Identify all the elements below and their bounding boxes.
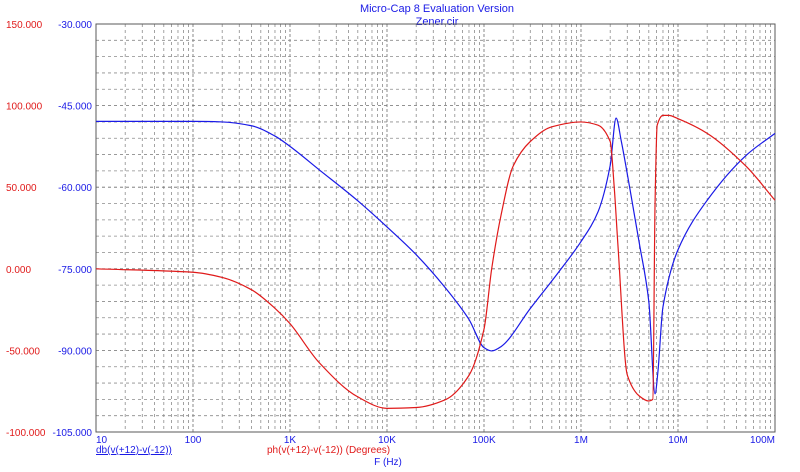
x-axis-labels: 10 100 1K 10K 100K 1M 10M 100M	[96, 435, 775, 446]
x-tick-label: 1M	[574, 435, 588, 446]
x-tick-label: 10M	[668, 435, 687, 446]
legend-magnitude: db(v(+12)-v(-12))	[96, 445, 172, 456]
chart-subtitle: Zener.cir	[416, 16, 459, 28]
left-tick-label: -100.000	[6, 428, 46, 439]
left-tick-label: 0.000	[6, 265, 31, 276]
series-line-magnitude	[95, 117, 776, 395]
x-tick-label: 100	[185, 435, 202, 446]
x-tick-label: 100K	[472, 435, 496, 446]
right-tick-label: -60.000	[58, 183, 92, 194]
x-axis-title: F (Hz)	[374, 457, 402, 468]
x-tick-label: 10K	[378, 435, 396, 446]
plot-frame	[95, 23, 776, 433]
x-tick-label: 100M	[750, 435, 775, 446]
right-tick-label: -90.000	[58, 346, 92, 357]
chart-title: Micro-Cap 8 Evaluation Version	[360, 3, 514, 15]
right-tick-label: -105.000	[53, 428, 93, 439]
grid-layer	[95, 23, 776, 433]
right-tick-label: -75.000	[58, 265, 92, 276]
legend-phase: ph(v(+12)-v(-12)) (Degrees)	[267, 445, 390, 456]
right-tick-label: -30.000	[58, 20, 92, 31]
series-line-phase	[95, 114, 776, 409]
left-tick-label: -50.000	[6, 346, 40, 357]
left-tick-label: 100.000	[6, 102, 43, 113]
x-tick-label: 10	[96, 435, 108, 446]
right-tick-label: -45.000	[58, 102, 92, 113]
left-tick-label: 150.000	[6, 20, 43, 31]
x-tick-label: 1K	[284, 435, 297, 446]
left-tick-label: 50.000	[6, 183, 37, 194]
left-axis-labels: 150.000 100.000 50.000 0.000 -50.000 -100.000	[6, 20, 46, 439]
right-axis-labels: -30.000 -45.000 -60.000 -75.000 -90.000 -105.…	[53, 20, 93, 439]
series-layer	[95, 114, 776, 409]
